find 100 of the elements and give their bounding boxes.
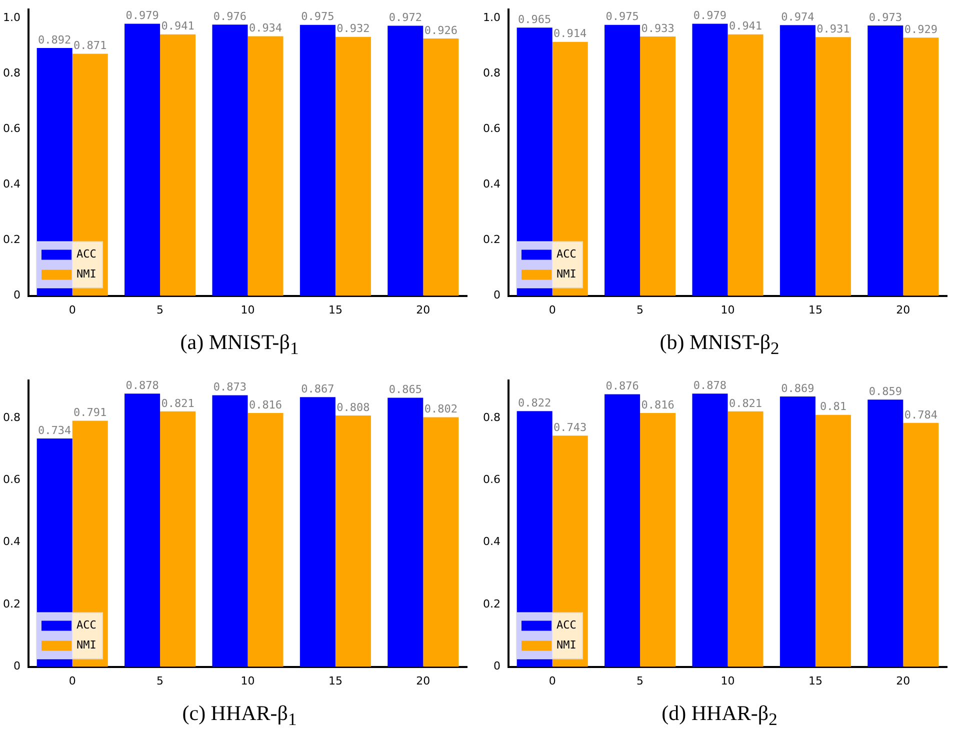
data-label: 0.965 [518, 13, 552, 26]
x-tick-label: 20 [416, 303, 430, 316]
x-tick-label: 15 [808, 303, 822, 316]
bar [124, 24, 160, 296]
y-tick-label: 0.2 [2, 597, 20, 610]
data-label: 0.931 [816, 22, 850, 36]
bar [212, 24, 248, 296]
x-tick-label: 10 [720, 674, 735, 688]
bar [780, 396, 816, 667]
data-label: 0.932 [336, 22, 370, 36]
y-tick-label: 0.2 [482, 233, 500, 246]
bar [692, 394, 728, 667]
x-tick-label: 15 [328, 674, 342, 688]
data-label: 0.821 [728, 396, 762, 410]
y-tick-label: 1.0 [2, 10, 20, 24]
data-label: 0.876 [606, 380, 639, 393]
data-label: 0.873 [213, 380, 247, 394]
legend-label: ACC [556, 618, 576, 632]
x-tick-label: 0 [68, 674, 76, 688]
text: (c) HHAR-β$_{1}$ [181, 701, 298, 730]
data-label: 0.933 [641, 22, 674, 35]
data-label: 0.878 [126, 379, 159, 392]
bar [160, 34, 196, 296]
legend-label: NMI [556, 268, 576, 281]
bar [423, 417, 459, 667]
text: (a) MNIST-β$_{1}$ [179, 330, 300, 360]
bar [423, 38, 459, 296]
bar [815, 414, 851, 667]
y-tick-label: 0 [493, 288, 500, 302]
x-tick-label: 15 [808, 674, 822, 688]
y-tick-label: 0.6 [482, 473, 500, 486]
data-label: 0.784 [904, 408, 938, 422]
legend-label: NMI [76, 268, 96, 281]
x-tick-label: 20 [896, 303, 910, 316]
data-label: 0.802 [424, 402, 458, 416]
bar [728, 411, 764, 667]
legend-label: NMI [556, 638, 576, 652]
data-label: 0.808 [336, 400, 370, 414]
data-label: 0.865 [388, 383, 422, 396]
y-tick-label: 0.4 [482, 535, 500, 548]
bar [335, 415, 371, 667]
bar [868, 400, 904, 667]
data-label: 0.979 [126, 9, 159, 22]
bar [248, 36, 284, 296]
data-label: 0.816 [248, 398, 282, 412]
y-tick-label: 0.8 [2, 66, 20, 80]
y-tick-label: 0.2 [482, 597, 500, 610]
data-label: 0.859 [868, 384, 902, 398]
data-label: 0.973 [868, 10, 902, 24]
legend-label: ACC [556, 248, 576, 261]
y-tick-label: 0 [493, 660, 500, 673]
data-label: 0.81 [820, 400, 846, 414]
x-tick-label: 5 [636, 674, 644, 688]
data-label: 0.974 [781, 10, 815, 24]
text: (d) HHAR-β$_{2}$ [660, 701, 778, 730]
data-label: 0.816 [641, 398, 674, 412]
data-label: 0.979 [693, 9, 727, 22]
data-label: 0.822 [518, 396, 552, 410]
y-tick-label: 0.4 [2, 535, 20, 548]
data-label: 0.975 [606, 10, 639, 24]
data-label: 0.871 [74, 39, 107, 52]
data-label: 0.821 [161, 396, 194, 410]
data-label: 0.878 [693, 379, 727, 392]
y-tick-label: 0 [13, 660, 20, 673]
y-tick-label: 0.6 [2, 122, 20, 135]
x-tick-label: 10 [240, 674, 255, 688]
bar [640, 412, 676, 667]
bar [212, 395, 248, 667]
y-tick-label: 0.8 [482, 410, 500, 424]
data-label: 0.941 [728, 20, 762, 33]
x-tick-label: 5 [156, 674, 164, 688]
data-label: 0.926 [424, 24, 458, 37]
data-label: 0.914 [554, 27, 588, 40]
data-label: 0.892 [38, 33, 72, 46]
y-tick-label: 0.4 [482, 178, 500, 191]
data-label: 0.869 [781, 382, 814, 395]
x-tick-label: 20 [416, 674, 430, 688]
y-tick-label: 0.2 [2, 233, 20, 246]
y-tick-label: 1.0 [482, 10, 500, 24]
data-label: 0.972 [388, 11, 422, 24]
data-label: 0.975 [301, 10, 334, 24]
bar [604, 394, 640, 667]
y-tick-label: 0.8 [482, 66, 500, 80]
text: (b) MNIST-β$_{2}$ [658, 330, 780, 360]
legend-label: ACC [76, 618, 96, 632]
data-label: 0.791 [74, 406, 107, 420]
x-tick-label: 0 [548, 674, 556, 688]
data-label: 0.867 [301, 382, 334, 396]
y-tick-label: 0.4 [2, 178, 20, 191]
bar [160, 411, 196, 667]
x-tick-label: 5 [636, 303, 644, 316]
legend-label: ACC [76, 248, 96, 261]
data-label: 0.976 [213, 10, 247, 23]
data-label: 0.734 [38, 424, 72, 437]
bar [388, 26, 424, 296]
y-tick-label: 0.8 [2, 410, 20, 424]
bar [903, 422, 939, 667]
y-tick-label: 0.6 [482, 122, 500, 135]
bar [300, 397, 336, 667]
bar [388, 398, 424, 667]
